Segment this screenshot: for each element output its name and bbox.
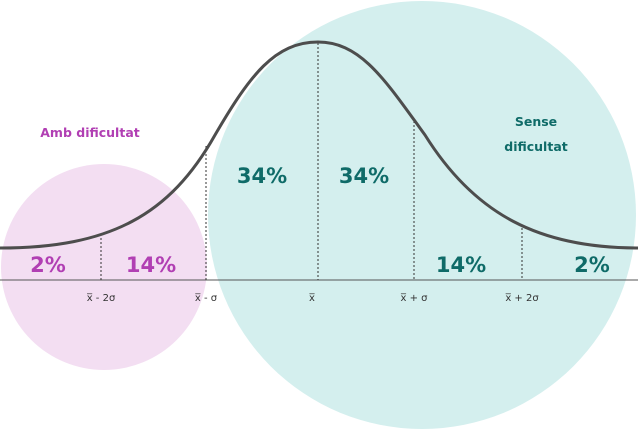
tick-label-minus-2sigma: x̅ - 2σ (86, 293, 116, 304)
tick-label-mean: x̅ (309, 293, 316, 304)
segment-label: 2% (574, 253, 610, 277)
segment-label: 34% (237, 164, 287, 188)
tick-label-plus-2sigma: x̅ + 2σ (505, 293, 540, 304)
segment-label: 14% (126, 253, 176, 277)
right-group-circle (208, 1, 636, 429)
bell-curve (0, 40, 638, 250)
tick-label-plus-sigma: x̅ + σ (400, 293, 428, 304)
left-group-circle (1, 164, 207, 370)
left-group-title: Amb dificultat (40, 125, 139, 140)
segment-label: 2% (30, 253, 66, 277)
segment-label: 14% (436, 253, 486, 277)
segment-label: 34% (339, 164, 389, 188)
right-group-title-line1: Sense (515, 114, 557, 129)
tick-label-minus-sigma: x̅ - σ (194, 293, 217, 304)
right-group-title-line2: dificultat (504, 139, 568, 154)
